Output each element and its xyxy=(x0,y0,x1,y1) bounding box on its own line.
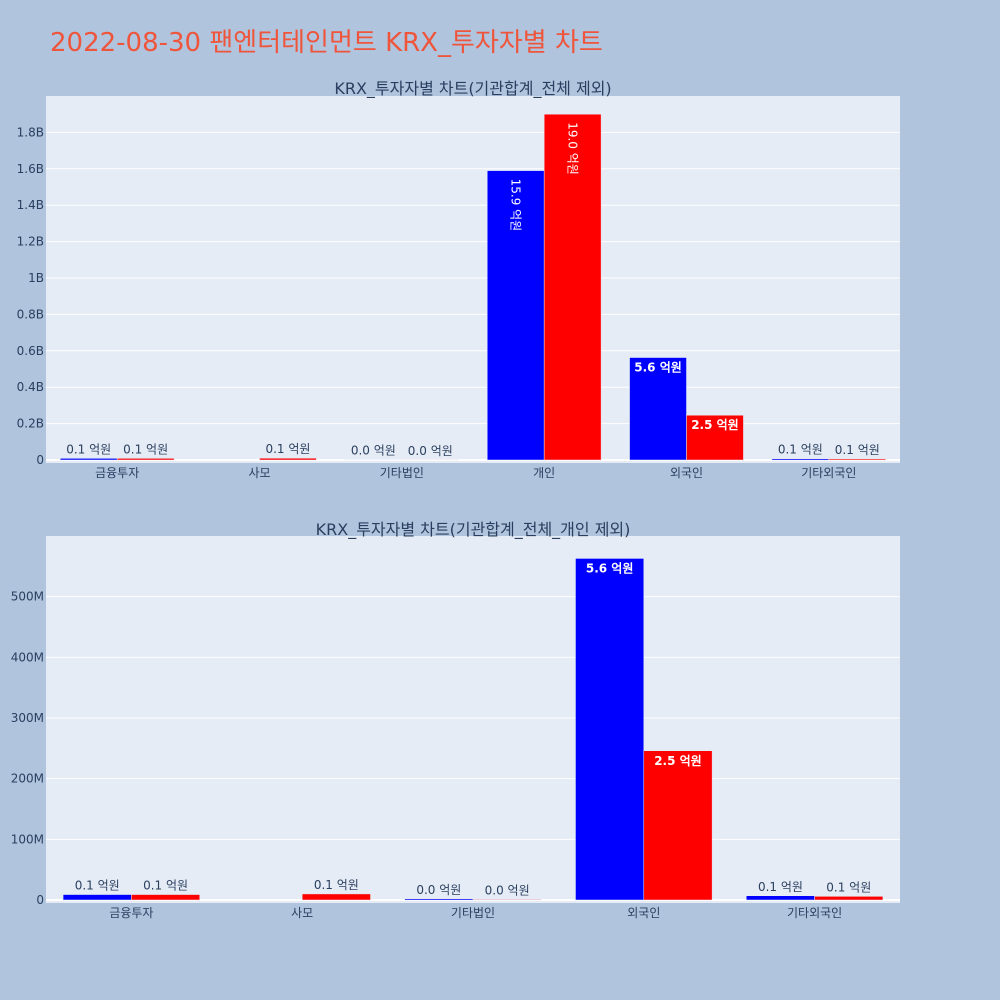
plot-area-1 xyxy=(46,96,900,463)
y-tick-label: 0.2B xyxy=(17,417,44,431)
data-label: 0.0 억원 xyxy=(485,883,530,897)
data-label: 0.1 억원 xyxy=(835,443,880,457)
data-label: 0.1 억원 xyxy=(758,880,803,894)
data-label: 15.9 억원 xyxy=(509,179,523,232)
plot-area-2 xyxy=(46,536,900,903)
data-label: 0.1 억원 xyxy=(66,442,111,456)
data-label: 0.0 억원 xyxy=(351,444,396,458)
bar xyxy=(404,898,474,901)
y-tick-label: 0.4B xyxy=(17,380,44,394)
y-tick-label: 200M xyxy=(11,772,44,786)
data-label: 2.5 억원 xyxy=(654,754,702,768)
data-label: 0.1 억원 xyxy=(826,880,871,894)
data-label: 0.1 억원 xyxy=(123,442,168,456)
data-label: 0.1 억원 xyxy=(265,442,310,456)
chart-title: KRX_투자자별 차트(기관합계_전체 제외) xyxy=(334,79,611,99)
data-label: 5.6 억원 xyxy=(586,561,634,575)
data-label: 0.1 억원 xyxy=(314,878,359,892)
bar xyxy=(828,458,887,461)
bar xyxy=(486,170,545,461)
bar xyxy=(116,458,175,461)
data-label: 19.0 억원 xyxy=(566,122,580,175)
y-tick-label: 1.6B xyxy=(17,162,44,176)
y-tick-label: 400M xyxy=(11,650,44,664)
x-tick-label: 기타법인 xyxy=(451,906,495,920)
x-tick-label: 개인 xyxy=(533,466,555,480)
x-tick-label: 금융투자 xyxy=(95,466,139,480)
chart-title: KRX_투자자별 차트(기관합계_전체_개인 제외) xyxy=(316,520,631,540)
page-title: 2022-08-30 팬엔터테인먼트 KRX_투자자별 차트 xyxy=(50,28,603,58)
x-tick-label: 금융투자 xyxy=(109,906,153,920)
y-tick-label: 0.6B xyxy=(17,344,44,358)
bar xyxy=(814,896,884,901)
bar xyxy=(259,457,317,461)
y-tick-label: 1.8B xyxy=(17,125,44,139)
x-tick-label: 기타법인 xyxy=(380,466,424,480)
bar xyxy=(62,894,132,901)
y-tick-label: 100M xyxy=(11,832,44,846)
x-tick-label: 기타외국인 xyxy=(787,906,842,920)
data-label: 0.1 억원 xyxy=(75,879,120,893)
y-tick-label: 1B xyxy=(28,271,44,285)
data-label: 0.1 억원 xyxy=(778,443,823,457)
y-tick-label: 1.2B xyxy=(17,235,44,249)
bar xyxy=(575,558,645,901)
y-tick-label: 0 xyxy=(36,893,44,907)
bar xyxy=(643,750,713,901)
bar xyxy=(746,895,815,901)
x-tick-label: 사모 xyxy=(291,906,313,920)
bar xyxy=(59,458,118,461)
bar xyxy=(131,894,200,901)
y-tick-label: 300M xyxy=(11,711,44,725)
y-tick-label: 1.4B xyxy=(17,198,44,212)
x-tick-label: 외국인 xyxy=(670,466,703,480)
bar xyxy=(686,414,744,461)
bar xyxy=(472,899,542,901)
bar xyxy=(301,893,371,901)
data-label: 0.0 억원 xyxy=(416,883,461,897)
bar xyxy=(771,458,830,461)
bar xyxy=(629,357,687,461)
data-label: 0.0 억원 xyxy=(408,444,453,458)
y-tick-label: 0 xyxy=(36,453,44,467)
x-tick-label: 사모 xyxy=(248,466,270,480)
data-label: 5.6 억원 xyxy=(634,361,682,375)
x-tick-label: 기타외국인 xyxy=(801,466,856,480)
data-label: 2.5 억원 xyxy=(691,418,739,432)
x-tick-label: 외국인 xyxy=(627,906,660,920)
y-tick-label: 0.8B xyxy=(17,307,44,321)
y-tick-label: 500M xyxy=(11,590,44,604)
bar xyxy=(543,113,602,461)
data-label: 0.1 억원 xyxy=(143,879,188,893)
